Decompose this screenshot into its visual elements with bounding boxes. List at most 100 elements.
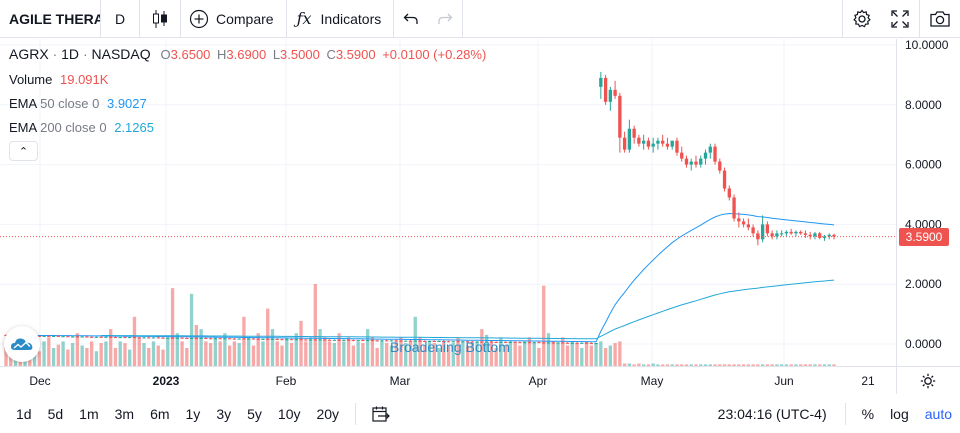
candle-body: [589, 343, 593, 345]
symbol-search-button[interactable]: AGILE THERAPEUTICS INC: [0, 0, 100, 38]
legend-volume-label: Volume: [9, 72, 53, 87]
volume-bar: [775, 364, 779, 366]
range-button-5d[interactable]: 5d: [47, 406, 64, 422]
volume-bar: [166, 337, 170, 366]
legend-collapse-button[interactable]: ⌃: [9, 141, 38, 161]
top-toolbar: AGILE THERAPEUTICS INC D Compare ƒx Indi…: [0, 0, 960, 38]
candle-body: [713, 146, 717, 162]
candle-body: [684, 158, 689, 165]
chart-type-button[interactable]: [140, 0, 180, 38]
candle-body: [109, 336, 113, 338]
volume-bar: [418, 337, 422, 366]
pattern-label[interactable]: Broadening Bottom: [390, 339, 510, 355]
volume-bar: [223, 333, 227, 366]
candle-body: [147, 337, 151, 339]
time-tick-label: May: [641, 374, 664, 388]
range-button-6m[interactable]: 6m: [150, 406, 170, 422]
percent-toggle[interactable]: %: [861, 406, 875, 422]
axis-settings-button[interactable]: [916, 371, 940, 391]
auto-toggle[interactable]: auto: [924, 406, 952, 422]
volume-bar: [356, 341, 360, 366]
volume-bar: [280, 345, 284, 366]
interval-button[interactable]: D: [101, 0, 139, 38]
volume-bar: [475, 341, 479, 366]
range-button-3m[interactable]: 3m: [114, 406, 135, 422]
legend-open-value: 3.6500: [170, 47, 211, 62]
volume-bar: [499, 337, 503, 366]
volume-bar: [556, 343, 560, 366]
volume-bar: [527, 337, 532, 366]
settings-button[interactable]: [843, 0, 881, 38]
tradingview-logo[interactable]: [4, 326, 40, 362]
range-button-1m[interactable]: 1m: [79, 406, 99, 422]
volume-bar: [532, 343, 536, 366]
candle-body: [456, 341, 460, 343]
volume-bar: [622, 363, 627, 366]
time-axis[interactable]: Dec 2023 Feb Mar Apr May Jun 21: [0, 366, 960, 394]
legend-main-series: AGRX · 1D · NASDAQ O3.6500 H3.6900 L3.50…: [9, 46, 486, 62]
candle-body: [370, 340, 375, 342]
candle-body: [375, 340, 379, 342]
candle-body: [827, 234, 831, 237]
chart-pane[interactable]: 10.0000 8.0000 6.0000 4.0000 2.0000 0.0000: [0, 38, 960, 366]
goto-date-button[interactable]: [364, 395, 398, 433]
range-button-1y[interactable]: 1y: [185, 406, 201, 422]
candle-body: [622, 137, 627, 150]
candle-body: [365, 340, 370, 342]
candle-body: [784, 231, 789, 234]
volume-bar: [247, 337, 251, 366]
indicators-button[interactable]: ƒx Indicators: [287, 0, 394, 38]
volume-bar: [523, 341, 527, 366]
ema50-line: [6, 212, 835, 343]
candle-body: [770, 233, 774, 237]
candle-body: [584, 342, 589, 344]
time-tick-label: Apr: [529, 374, 548, 388]
range-button-3y[interactable]: 3y: [216, 406, 232, 422]
indicators-label: Indicators: [320, 10, 382, 27]
candle-body: [80, 336, 84, 338]
undo-button[interactable]: [394, 0, 428, 38]
redo-button[interactable]: [428, 0, 462, 38]
candle-body: [546, 342, 551, 344]
price-chart[interactable]: 10.0000 8.0000 6.0000 4.0000 2.0000 0.0000: [0, 38, 960, 366]
volume-bar: [208, 343, 213, 366]
volume-bar: [756, 364, 760, 366]
candle-body: [513, 341, 517, 343]
volume-bar: [827, 364, 831, 366]
candle-body: [318, 339, 322, 341]
volume-bar: [627, 363, 632, 366]
compare-button[interactable]: Compare: [181, 0, 286, 38]
legend-volume[interactable]: Volume 19.091K: [9, 72, 108, 87]
clock-timezone[interactable]: 23:04:16 (UTC-4): [717, 406, 827, 422]
candle-body: [170, 337, 175, 339]
range-button-5y[interactable]: 5y: [247, 406, 262, 422]
fullscreen-icon: [891, 10, 909, 28]
candle-body: [613, 89, 617, 96]
time-tick-label: 21: [861, 374, 875, 388]
volume-bar: [451, 343, 455, 366]
volume-bar: [770, 364, 774, 366]
snapshot-button[interactable]: [920, 0, 960, 38]
log-toggle[interactable]: log: [890, 406, 909, 422]
compare-label: Compare: [216, 10, 274, 27]
volume-bar: [351, 345, 356, 366]
volume-bar: [66, 349, 70, 366]
volume-bar: [85, 347, 89, 366]
candle-body: [242, 338, 246, 340]
volume-bar: [365, 329, 370, 366]
fullscreen-button[interactable]: [881, 0, 919, 38]
range-button-1d[interactable]: 1d: [16, 406, 32, 422]
volume-bar: [156, 345, 160, 366]
volume-bar: [289, 343, 294, 366]
candle-body: [632, 128, 636, 138]
candle-body: [718, 161, 722, 171]
legend-ema200[interactable]: EMA 200 close 0 2.1265: [9, 120, 154, 135]
candle-body: [51, 335, 56, 337]
range-button-10y[interactable]: 10y: [277, 406, 301, 422]
plus-circle-icon: [189, 9, 209, 28]
candle-body: [223, 338, 227, 340]
range-button-20y[interactable]: 20y: [316, 406, 340, 422]
legend-ema50[interactable]: EMA 50 close 0 3.9027: [9, 96, 147, 111]
volume-bar: [565, 345, 570, 366]
candle-body: [137, 337, 141, 339]
